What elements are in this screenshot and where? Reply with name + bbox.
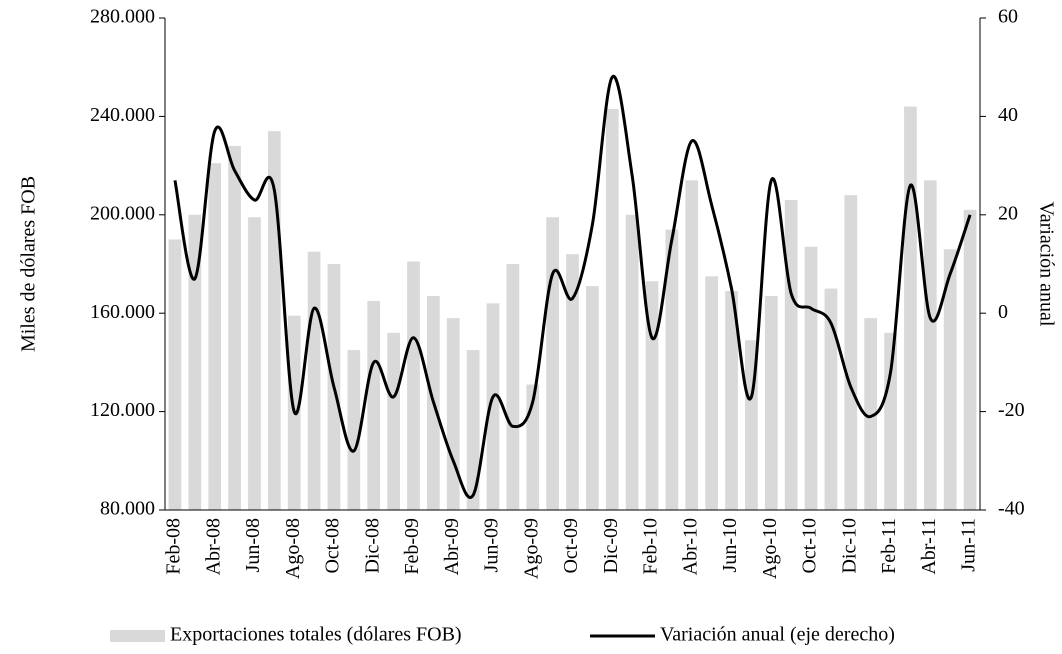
y2-tick-label: -20	[998, 399, 1025, 421]
bar	[566, 254, 579, 510]
x-tick-label: Jun-10	[719, 518, 741, 572]
y-tick-label: 160.000	[90, 301, 155, 323]
bar	[605, 109, 619, 511]
bar	[884, 332, 897, 510]
y2-axis-label: Variación anual	[1035, 202, 1057, 327]
x-tick-label: Abr-10	[679, 518, 701, 575]
y2-tick-label: 60	[998, 6, 1018, 28]
x-tick-label: Jun-11	[958, 518, 980, 572]
bar	[407, 261, 420, 510]
bar	[586, 286, 599, 510]
bar	[506, 264, 520, 510]
y-tick-label: 240.000	[90, 104, 155, 126]
x-tick-label: Feb-10	[640, 518, 662, 575]
bar	[804, 246, 818, 510]
x-tick-label: Feb-08	[163, 518, 185, 575]
y2-tick-label: 40	[998, 104, 1018, 126]
bar	[367, 300, 381, 510]
x-tick-label: Ago-08	[282, 518, 304, 579]
x-tick-label: Jun-09	[481, 518, 503, 572]
bar	[546, 217, 559, 510]
bar	[188, 214, 202, 511]
bar	[486, 303, 500, 510]
x-tick-label: Oct-10	[799, 518, 821, 574]
bar	[228, 145, 241, 511]
bar	[387, 332, 400, 510]
bar	[864, 318, 878, 510]
y2-tick-label: -40	[998, 498, 1025, 520]
y-tick-label: 120.000	[90, 399, 155, 421]
x-tick-label: Feb-09	[401, 518, 423, 575]
bar	[923, 180, 937, 511]
x-tick-label: Ago-10	[759, 518, 781, 579]
bar	[208, 163, 222, 510]
x-tick-label: Oct-09	[560, 518, 582, 574]
x-tick-label: Dic-09	[600, 518, 622, 574]
bar	[307, 251, 321, 510]
x-tick-label: Ago-09	[520, 518, 542, 579]
x-tick-label: Feb-11	[878, 518, 900, 574]
bar	[625, 214, 639, 511]
bar	[844, 195, 858, 510]
bar	[446, 318, 460, 510]
y-axis-label: Miles de dólares FOB	[18, 176, 40, 352]
bar	[943, 249, 957, 511]
x-tick-label: Dic-08	[361, 518, 383, 574]
bar	[705, 276, 719, 510]
bar	[904, 106, 917, 510]
y-tick-label: 280.000	[90, 6, 155, 28]
y2-tick-label: 20	[998, 202, 1018, 224]
bar	[824, 288, 838, 510]
y-tick-label: 80.000	[100, 498, 155, 520]
bar	[347, 350, 361, 510]
bar	[665, 229, 679, 510]
x-tick-label: Abr-08	[202, 518, 224, 575]
bar	[725, 291, 738, 510]
line	[173, 75, 972, 499]
legend-label: Exportaciones totales (dólares FOB)	[170, 624, 462, 646]
y2-tick-label: 0	[998, 301, 1008, 323]
bar	[466, 350, 480, 510]
legend-label: Variación anual (eje derecho)	[660, 624, 895, 646]
x-tick-label: Oct-08	[322, 518, 344, 574]
bar	[764, 295, 778, 510]
x-tick-label: Abr-11	[918, 518, 940, 575]
legend-swatch	[110, 630, 165, 642]
bar	[963, 209, 977, 510]
y-tick-label: 200.000	[90, 202, 155, 224]
x-tick-label: Abr-09	[441, 518, 463, 575]
bar	[685, 180, 699, 511]
bar	[168, 239, 182, 510]
bar	[248, 217, 261, 510]
x-tick-label: Dic-10	[838, 518, 860, 574]
x-tick-label: Jun-08	[242, 518, 264, 572]
bar	[784, 200, 798, 511]
